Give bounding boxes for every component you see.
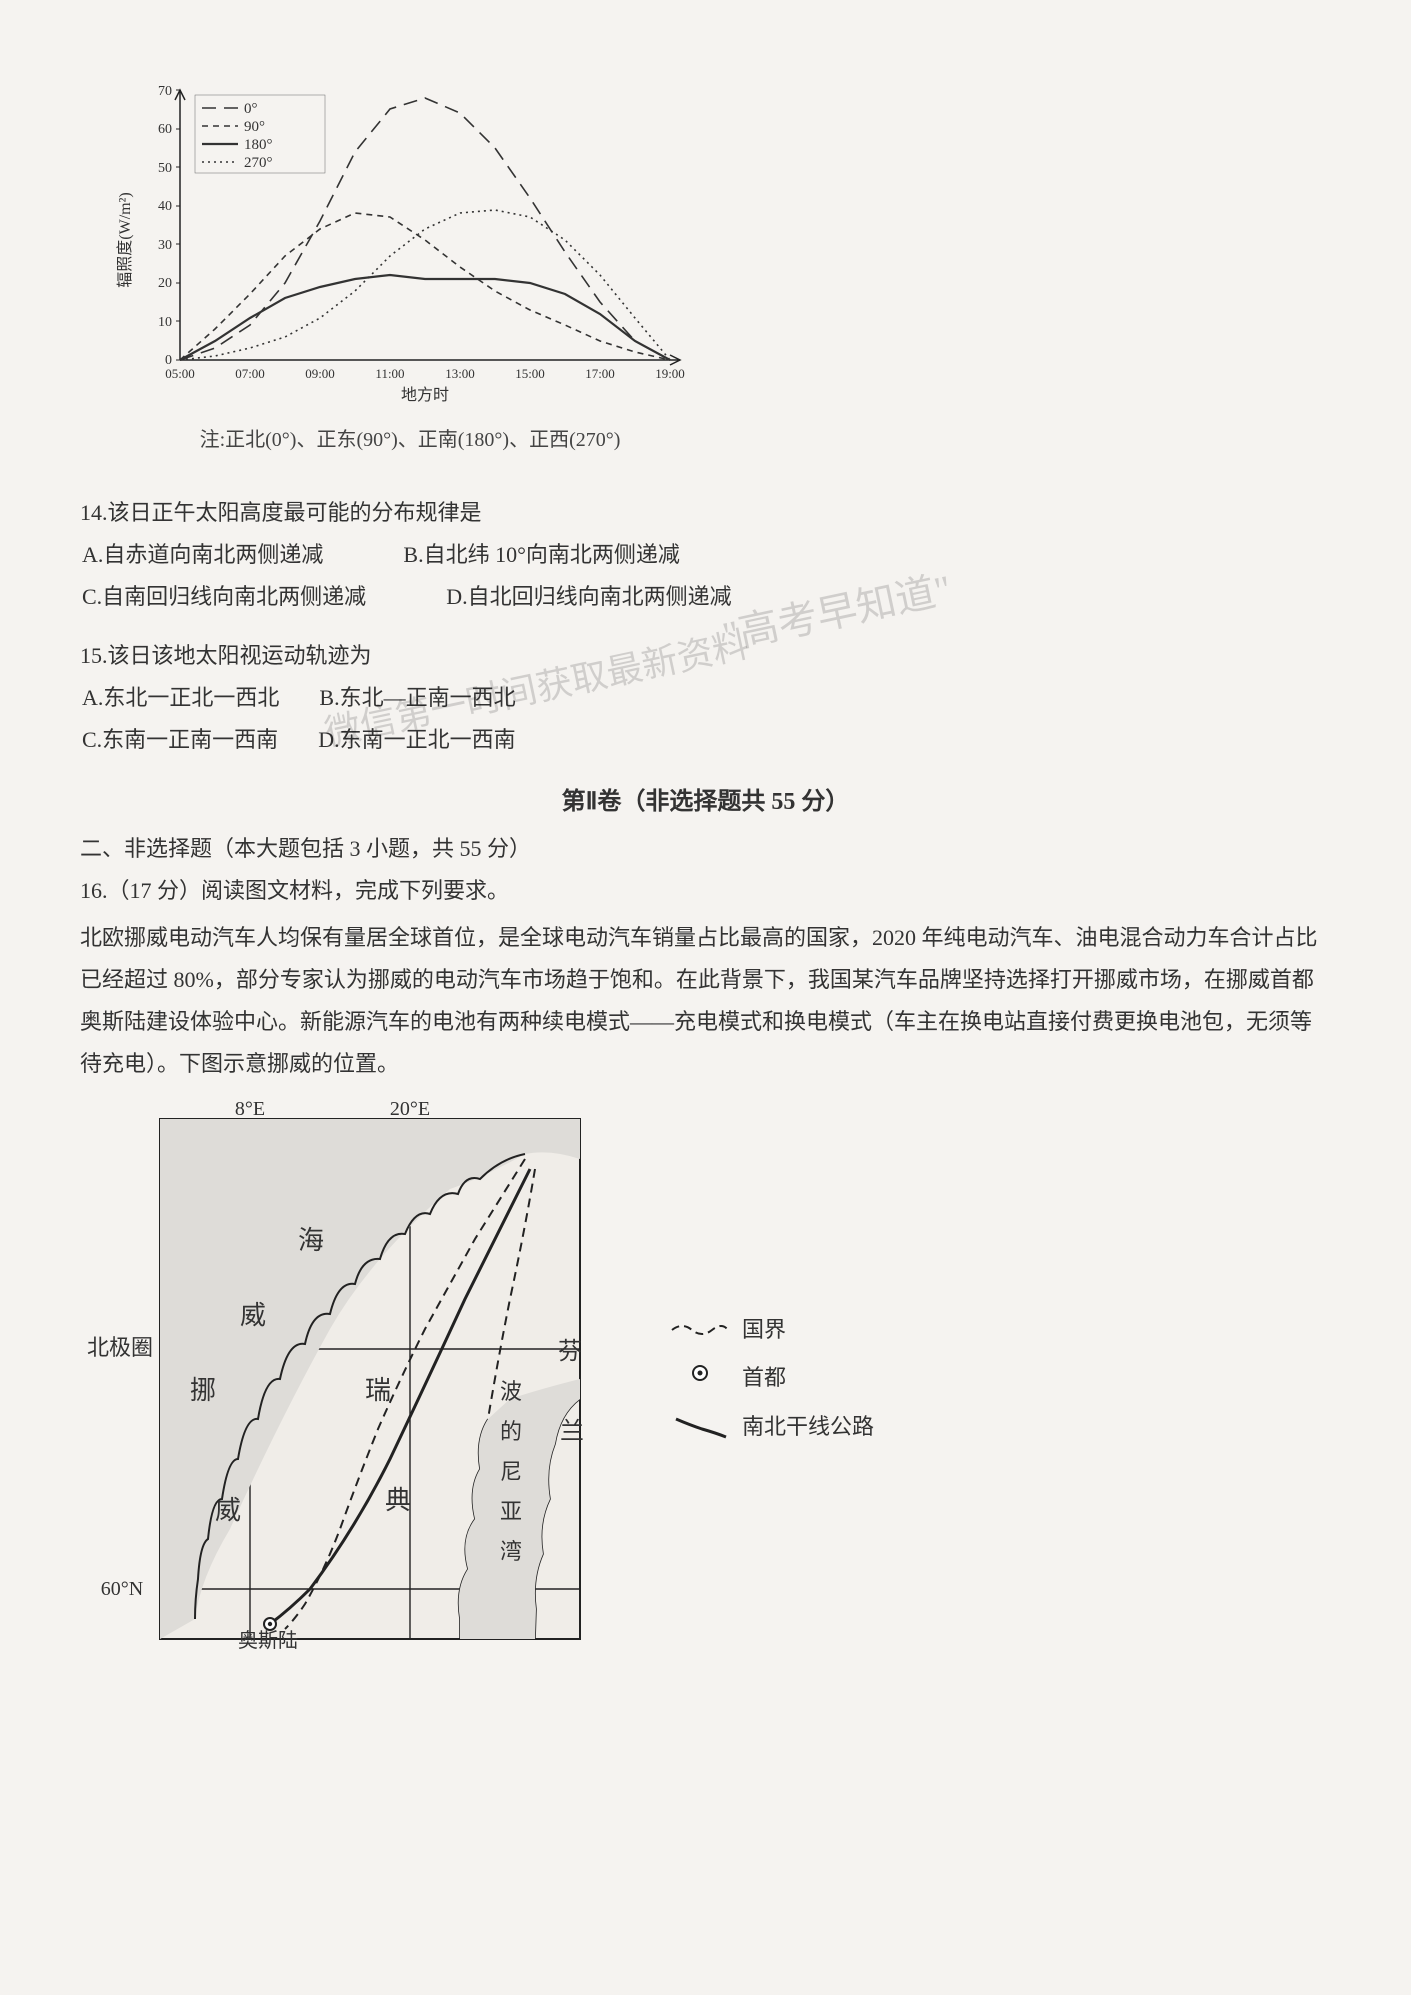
q14-optB: B.自北纬 10°向南北两侧递减 — [403, 534, 679, 576]
q15-optD: D.东南一正北一西南 — [318, 719, 515, 761]
svg-text:波: 波 — [500, 1379, 522, 1404]
question-15: 15.该日该地太阳视运动轨迹为 A.东北一正北一西北 B.东北—正南一西北 C.… — [80, 635, 1331, 760]
q16-intro: 16.（17 分）阅读图文材料，完成下列要求。 — [80, 870, 1331, 912]
svg-text:的: 的 — [500, 1419, 522, 1444]
svg-text:30: 30 — [158, 238, 172, 253]
svg-text:8°E: 8°E — [235, 1099, 265, 1120]
series-90 — [180, 213, 670, 360]
svg-text:17:00: 17:00 — [585, 366, 615, 381]
svg-text:0°: 0° — [244, 101, 258, 117]
svg-text:60°N: 60°N — [101, 1578, 143, 1600]
svg-text:20: 20 — [158, 276, 172, 291]
svg-text:09:00: 09:00 — [305, 366, 335, 381]
svg-text:50: 50 — [158, 161, 172, 176]
q14-optC: C.自南回归线向南北两侧递减 — [82, 576, 366, 618]
map-legend: 国界 首都 南北干线公路 — [670, 1306, 874, 1451]
section2-intro: 二、非选择题（本大题包括 3 小题，共 55 分） — [80, 828, 1331, 870]
q14-optD: D.自北回归线向南北两侧递减 — [446, 576, 731, 618]
norway-map: 8°E 20°E 北极圈 60°N 奥斯陆 海 威 挪 威 瑞 — [80, 1099, 640, 1659]
svg-text:70: 70 — [158, 84, 172, 99]
norway-map-block: 8°E 20°E 北极圈 60°N 奥斯陆 海 威 挪 威 瑞 — [80, 1099, 1331, 1659]
svg-text:60: 60 — [158, 122, 172, 137]
chart-svg: 0 10 20 30 40 50 60 70 05:00 07:00 09:00… — [110, 70, 710, 410]
q16-passage: 北欧挪威电动汽车人均保有量居全球首位，是全球电动汽车销量占比最高的国家，2020… — [80, 917, 1331, 1084]
svg-text:兰: 兰 — [560, 1418, 584, 1445]
svg-text:19:00: 19:00 — [655, 366, 685, 381]
svg-text:亚: 亚 — [500, 1499, 522, 1524]
svg-text:10: 10 — [158, 315, 172, 330]
svg-text:11:00: 11:00 — [375, 366, 404, 381]
q15-optA: A.东北一正北一西北 — [82, 677, 279, 719]
svg-text:尼: 尼 — [500, 1459, 522, 1484]
svg-text:13:00: 13:00 — [445, 366, 475, 381]
svg-text:北极圈: 北极圈 — [87, 1335, 153, 1360]
series-180 — [180, 275, 670, 360]
x-axis-label: 地方时 — [401, 386, 449, 404]
svg-text:海: 海 — [298, 1226, 324, 1255]
svg-text:威: 威 — [215, 1496, 241, 1525]
svg-text:40: 40 — [158, 199, 172, 214]
svg-text:芬: 芬 — [558, 1338, 582, 1365]
svg-text:05:00: 05:00 — [165, 366, 195, 381]
q14-stem: 14.该日正午太阳高度最可能的分布规律是 — [80, 492, 1331, 534]
legend-road-label: 南北干线公路 — [742, 1403, 874, 1451]
svg-text:瑞: 瑞 — [365, 1376, 391, 1405]
series-270 — [180, 210, 670, 360]
q15-stem: 15.该日该地太阳视运动轨迹为 — [80, 635, 1331, 677]
svg-text:典: 典 — [385, 1486, 411, 1515]
legend-border-label: 国界 — [742, 1306, 786, 1354]
svg-text:20°E: 20°E — [390, 1099, 430, 1120]
q14-optA: A.自赤道向南北两侧递减 — [82, 534, 323, 576]
y-axis-label: 辐照度(W/m²) — [116, 192, 134, 287]
section2-header: 第Ⅱ卷（非选择题共 55 分） — [80, 781, 1331, 816]
q15-optB: B.东北—正南一西北 — [319, 677, 515, 719]
svg-text:90°: 90° — [244, 119, 265, 135]
svg-text:奥斯陆: 奥斯陆 — [238, 1629, 298, 1652]
svg-text:挪: 挪 — [190, 1376, 216, 1405]
svg-text:180°: 180° — [244, 137, 273, 153]
svg-text:威: 威 — [240, 1301, 266, 1330]
svg-text:270°: 270° — [244, 155, 273, 171]
question-14: 14.该日正午太阳高度最可能的分布规律是 A.自赤道向南北两侧递减 B.自北纬 … — [80, 492, 1331, 617]
legend-capital-label: 首都 — [742, 1354, 786, 1402]
chart-caption: 注:正北(0°)、正东(90°)、正南(180°)、正西(270°) — [110, 423, 710, 452]
svg-text:湾: 湾 — [500, 1539, 522, 1564]
irradiance-chart: 0 10 20 30 40 50 60 70 05:00 07:00 09:00… — [100, 60, 720, 462]
q15-optC: C.东南一正南一西南 — [82, 719, 278, 761]
svg-text:15:00: 15:00 — [515, 366, 545, 381]
svg-text:07:00: 07:00 — [235, 366, 265, 381]
